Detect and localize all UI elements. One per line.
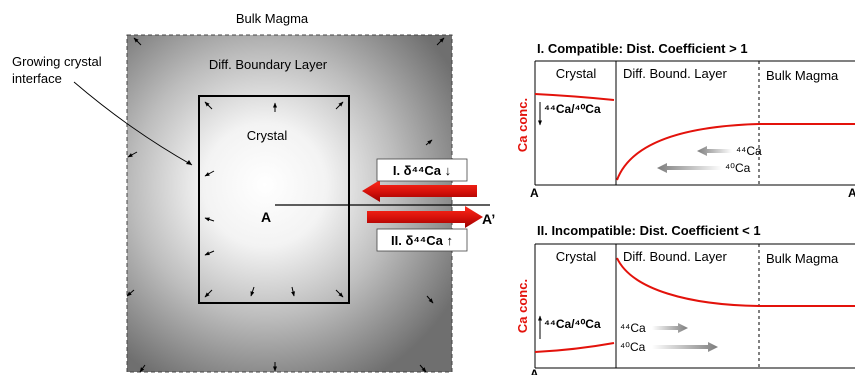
growing-interface-label-2: interface — [12, 71, 62, 86]
growing-interface-label-1: Growing crystal — [12, 54, 102, 69]
panel-1-ca40-label: ⁴⁰Ca — [725, 161, 751, 175]
growing-interface-leader-tip — [186, 160, 192, 165]
label-box-upper — [376, 158, 468, 182]
panel-1-ca40-arrow — [657, 163, 722, 173]
growing-interface-leader — [73, 81, 193, 166]
boundary-layer-label: Diff. Boundary Layer — [209, 57, 328, 72]
panel-2-boundary-curve — [616, 257, 855, 307]
red-arrow-right — [367, 206, 483, 228]
panel-1-ca44-arrow — [697, 146, 732, 156]
panel-2-ca40-label: ⁴⁰Ca — [620, 340, 646, 354]
label-box-upper-text: I. δ⁴⁴Ca ↓ — [393, 163, 451, 178]
panel-1-ylabel: Ca conc. — [515, 98, 530, 152]
panel-1-boundary-curve — [616, 123, 855, 181]
panel-1-header-crystal: Crystal — [556, 66, 597, 81]
growth-arrows — [204, 101, 344, 298]
bulk-magma-label: Bulk Magma — [236, 11, 309, 26]
label-box-lower-text: II. δ⁴⁴Ca ↑ — [391, 233, 453, 248]
panel-1-ratio-label: ⁴⁴Ca/⁴⁰Ca — [544, 102, 601, 116]
panel-2-ratio-label: ⁴⁴Ca/⁴⁰Ca — [544, 317, 601, 331]
crystal-box — [198, 95, 350, 304]
panel-2-header-crystal: Crystal — [556, 249, 597, 264]
panel-2-ylabel: Ca conc. — [515, 279, 530, 333]
panel-2-header-boundary: Diff. Bound. Layer — [623, 249, 727, 264]
panel-1-ca44-label: ⁴⁴Ca — [736, 144, 762, 158]
bulk-magma-region — [126, 34, 453, 373]
panel-2-ca44-arrow — [652, 323, 688, 333]
panel-2-ca40-arrow — [652, 342, 718, 352]
panel-2-axis-a: A — [530, 367, 539, 375]
panel-1-header-bulk: Bulk Magma — [766, 68, 839, 83]
panel-1-axis-a: A — [530, 186, 539, 200]
label-box-lower — [376, 228, 468, 252]
panel-2-ca44-label: ⁴⁴Ca — [620, 321, 646, 335]
panel-1-title: I. Compatible: Dist. Coefficient > 1 — [537, 41, 748, 56]
point-a-label: A — [261, 209, 271, 225]
panel-2-crystal-curve — [534, 342, 615, 353]
panel-2-title: II. Incompatible: Dist. Coefficient < 1 — [537, 223, 761, 238]
panel-1-header-boundary: Diff. Bound. Layer — [623, 66, 727, 81]
panel-2-header-bulk: Bulk Magma — [766, 251, 839, 266]
red-arrow-left — [362, 180, 477, 202]
point-a-prime-label: A’ — [482, 211, 495, 227]
crystal-label: Crystal — [247, 128, 288, 143]
edge-arrows — [126, 37, 445, 373]
panel-1-axis-a-prime: A’ — [848, 186, 855, 200]
panel-1-crystal-curve — [534, 93, 615, 101]
